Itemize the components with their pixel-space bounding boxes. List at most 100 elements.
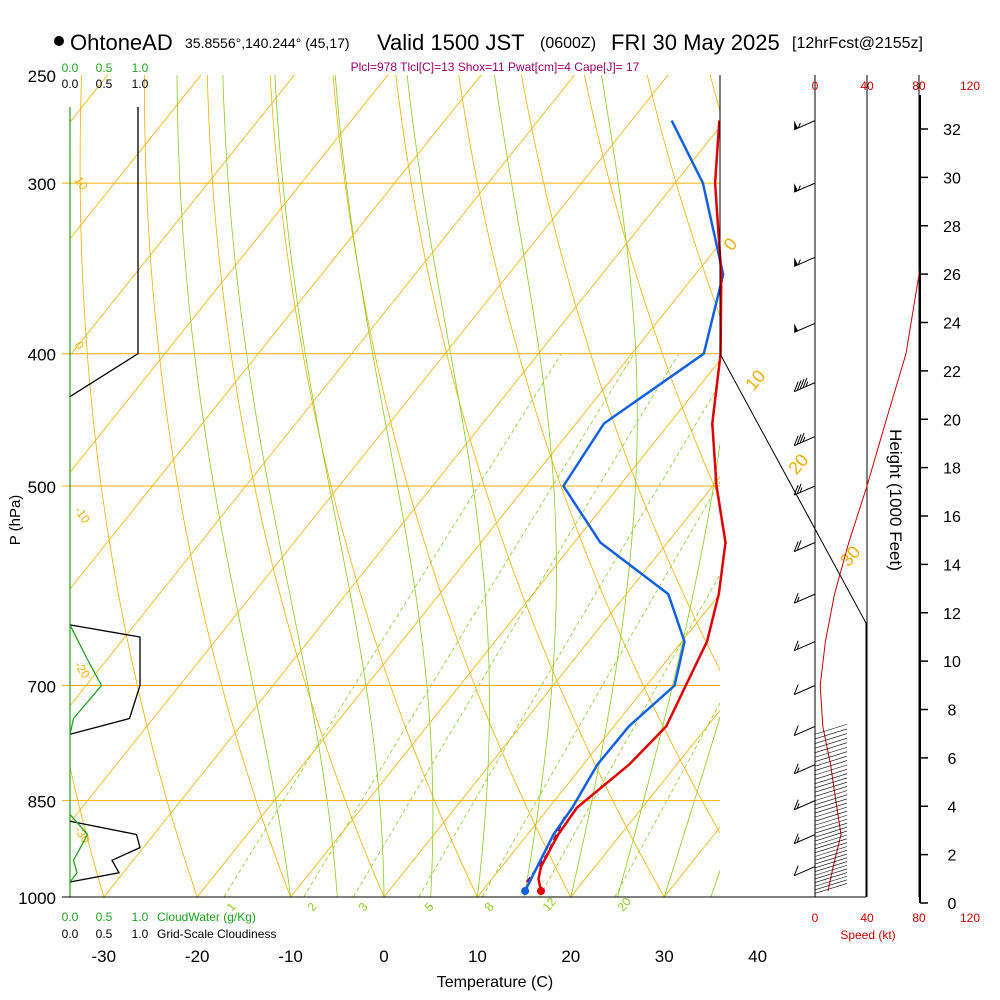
height-tick-label: 6 <box>948 751 957 768</box>
wind-barb-flag <box>796 483 802 495</box>
moist-adiabat-line <box>570 75 638 897</box>
height-tick-label: 4 <box>948 799 957 816</box>
cloudiness-profile <box>69 624 141 735</box>
height-tick-label: 28 <box>943 219 961 236</box>
wind-barb-lowlevel <box>814 760 848 771</box>
wind-barb-halfflag <box>797 185 801 191</box>
wind-barb-lowlevel <box>814 794 848 806</box>
wind-barb-halfflag <box>802 436 806 443</box>
wind-barb-flag <box>796 540 802 551</box>
wind-barb-lowlevel <box>814 857 848 869</box>
upper-cloudiness-profile <box>69 107 139 398</box>
adiabat-label: -10 <box>72 504 94 527</box>
valid-date: FRI 30 May 2025 <box>611 30 780 55</box>
dry-adiabat-line <box>899 75 1000 897</box>
valid-time: Valid 1500 JST <box>377 30 525 55</box>
isotherm-line <box>70 75 202 240</box>
wind-barb-lowlevel <box>814 751 848 763</box>
wind-barb-flag <box>793 381 799 392</box>
wind-barb <box>793 799 816 811</box>
cloudiness-title: Grid-Scale Cloudiness <box>157 927 276 941</box>
dry-adiabat-line <box>395 75 665 897</box>
cloudiness-tick-label-top: 1.0 <box>132 77 149 91</box>
wind-barb-flag <box>793 833 799 844</box>
mixing-ratio-line <box>539 573 720 897</box>
cloudwater-profile <box>69 624 103 735</box>
height-tick-label: 14 <box>943 557 961 574</box>
isotherm-line <box>70 75 389 473</box>
moist-adiabat-line <box>406 75 490 897</box>
surface-dewpoint-point <box>521 887 530 896</box>
wind-barb-staff <box>793 256 816 267</box>
pressure-tick-label: 850 <box>28 793 56 812</box>
wind-barb-flag <box>793 435 799 446</box>
pressure-tick-label: 400 <box>28 346 56 365</box>
site-name: OhtoneAD <box>70 30 173 55</box>
wind-barb <box>793 182 816 193</box>
moist-adiabat-line <box>274 75 385 897</box>
wind-barb-lowlevel <box>814 861 848 872</box>
wind-barb-lowlevel <box>814 872 848 883</box>
pressure-tick-label: 500 <box>28 478 56 497</box>
site-coords: 35.8556°,140.244° (45,17) <box>185 35 350 51</box>
cloudwater-title: CloudWater (g/Kg) <box>157 910 256 924</box>
wind-barb-halfflag <box>797 259 801 265</box>
wind-barb-lowlevel <box>814 830 848 842</box>
cloudiness-tick-label-bottom: 1.0 <box>132 927 149 941</box>
adiabat-label: 10 <box>72 174 91 193</box>
isotherm-line <box>851 75 1000 897</box>
wind-barb-flag <box>793 763 799 774</box>
wind-barb-flag <box>793 865 799 876</box>
isotherm-label: 0 <box>720 234 742 255</box>
sounding-traces <box>521 120 727 896</box>
height-tick-label: 16 <box>943 509 961 526</box>
dewpoint-trace <box>523 120 725 892</box>
wind-barb-lowlevel <box>814 864 848 876</box>
wind-barb-lowlevel <box>814 850 848 861</box>
temperature-tick-label: 20 <box>561 947 580 966</box>
mixing-ratio-label: 5 <box>422 900 437 914</box>
mixing-ratio-lines <box>223 353 720 897</box>
wind-barb-lowlevel <box>814 733 848 744</box>
height-tick-label: 2 <box>948 848 957 865</box>
cloudwater-tick-label-bottom: 0.0 <box>62 910 79 924</box>
wind-panel <box>814 75 920 897</box>
moist-adiabat-line <box>334 75 434 897</box>
speed-tick-label-top: 120 <box>960 79 980 93</box>
moist-adiabat-line <box>617 441 720 897</box>
wind-barb-lowlevel <box>814 883 848 894</box>
wind-barbs <box>793 120 848 894</box>
mixing-ratio-label: 3 <box>356 900 371 914</box>
wind-barb-lowlevel <box>814 875 848 887</box>
wind-barb-lowlevel <box>814 786 848 797</box>
height-tick-label: 20 <box>943 412 961 429</box>
site-marker-icon <box>54 36 64 46</box>
wind-barb-lowlevel <box>814 755 848 767</box>
wind-barb-lowlevel <box>814 818 848 830</box>
wind-barb-lowlevel <box>814 834 848 846</box>
wind-barb-lowlevel <box>814 764 848 776</box>
cloudwater-tick-label-bottom: 1.0 <box>132 910 149 924</box>
wind-barb-flag <box>793 593 799 604</box>
height-tick-label: 22 <box>943 364 961 381</box>
height-tick-label: 18 <box>943 461 961 478</box>
temperature-tick-label: 40 <box>748 947 767 966</box>
dry-adiabat-line <box>0 75 10 897</box>
mixing-ratio-line <box>223 353 562 897</box>
dry-adiabat-line <box>269 75 478 897</box>
dry-adiabat-line <box>332 75 572 897</box>
speed-axis-title: Speed (kt) <box>840 928 895 942</box>
temperature-tick-label: -10 <box>278 947 303 966</box>
wind-barb-lowlevel <box>814 810 848 822</box>
height-tick-label: 32 <box>943 122 961 139</box>
wind-barb-lowlevel <box>814 777 848 789</box>
temperature-tick-label: -20 <box>185 947 210 966</box>
wind-barb-lowlevel <box>814 746 848 758</box>
moist-adiabat-line <box>222 75 338 897</box>
isotherm-line <box>758 75 1000 897</box>
wind-barb-lowlevel <box>814 742 848 753</box>
wind-barb-flag <box>793 799 799 810</box>
speed-tick-label-top: 40 <box>860 79 874 93</box>
moist-adiabat-line <box>710 869 720 897</box>
